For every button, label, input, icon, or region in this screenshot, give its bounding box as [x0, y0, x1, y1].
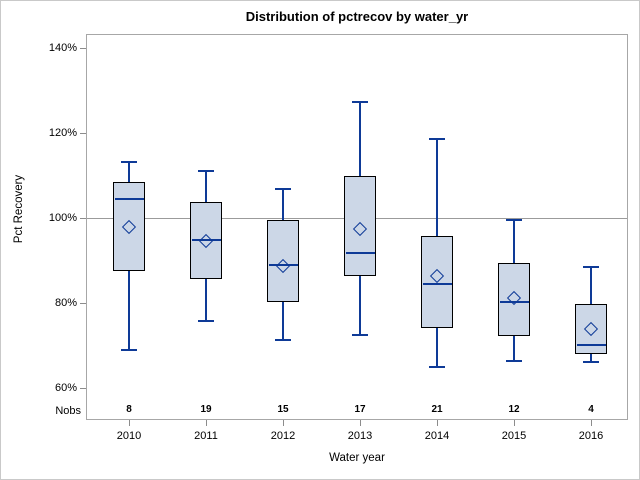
box-iqr	[498, 262, 530, 336]
x-tick-label: 2012	[270, 430, 296, 442]
x-tick-mark	[205, 420, 207, 426]
whisker-cap-bottom	[121, 349, 137, 352]
y-tick-mark	[80, 218, 86, 219]
box-iqr	[267, 220, 299, 303]
median-line	[422, 283, 452, 286]
whisker-cap-top	[121, 160, 137, 163]
y-tick-mark	[80, 48, 86, 49]
whisker-cap-bottom	[198, 320, 214, 323]
x-tick-mark	[590, 420, 592, 426]
box-iqr	[344, 175, 376, 276]
nobs-row-label: Nobs	[55, 405, 81, 417]
chart-title: Distribution of pctrecov by water_yr	[245, 9, 469, 24]
x-tick-mark	[513, 420, 515, 426]
nobs-value: 8	[126, 404, 132, 415]
whisker-cap-bottom	[583, 360, 599, 363]
x-tick-mark	[128, 420, 130, 426]
whisker-cap-top	[352, 100, 368, 103]
median-line	[499, 300, 529, 303]
y-tick-mark	[80, 388, 86, 389]
whisker-cap-bottom	[506, 359, 522, 362]
whisker-cap-bottom	[352, 334, 368, 337]
whisker-cap-top	[275, 187, 291, 190]
x-tick-mark	[436, 420, 438, 426]
y-tick-label: 120%	[48, 126, 77, 139]
x-tick-label: 2016	[578, 430, 604, 442]
median-line	[191, 239, 221, 242]
x-tick-label: 2014	[424, 430, 450, 442]
whisker-cap-top	[429, 137, 445, 140]
x-tick-label: 2013	[347, 430, 373, 442]
nobs-value: 4	[588, 404, 594, 415]
y-tick-label: 80%	[54, 296, 77, 309]
whisker-cap-top	[583, 266, 599, 269]
median-line	[114, 198, 144, 201]
nobs-value: 19	[200, 404, 212, 415]
nobs-value: 21	[431, 404, 443, 415]
median-line	[345, 251, 375, 254]
whisker-cap-bottom	[429, 365, 445, 368]
box-iqr	[421, 236, 453, 328]
whisker-cap-top	[198, 169, 214, 172]
x-tick-label: 2010	[116, 430, 142, 442]
y-axis-title: Pct Recovery	[13, 174, 25, 244]
y-tick-label: 60%	[54, 381, 77, 394]
y-tick-mark	[80, 133, 86, 134]
x-tick-mark	[359, 420, 361, 426]
y-tick-label: 100%	[48, 211, 77, 224]
x-tick-label: 2015	[501, 430, 527, 442]
nobs-value: 15	[277, 404, 289, 415]
median-line	[268, 264, 298, 267]
x-axis-title: Water year	[329, 452, 385, 464]
x-tick-label: 2011	[194, 430, 218, 442]
y-tick-mark	[80, 303, 86, 304]
box-iqr	[575, 304, 607, 355]
whisker-cap-bottom	[275, 338, 291, 341]
nobs-value: 17	[354, 404, 366, 415]
median-line	[576, 343, 606, 346]
box-iqr	[113, 182, 145, 272]
x-tick-mark	[282, 420, 284, 426]
y-tick-label: 140%	[48, 41, 77, 54]
whisker-cap-top	[506, 218, 522, 221]
nobs-value: 12	[508, 404, 520, 415]
